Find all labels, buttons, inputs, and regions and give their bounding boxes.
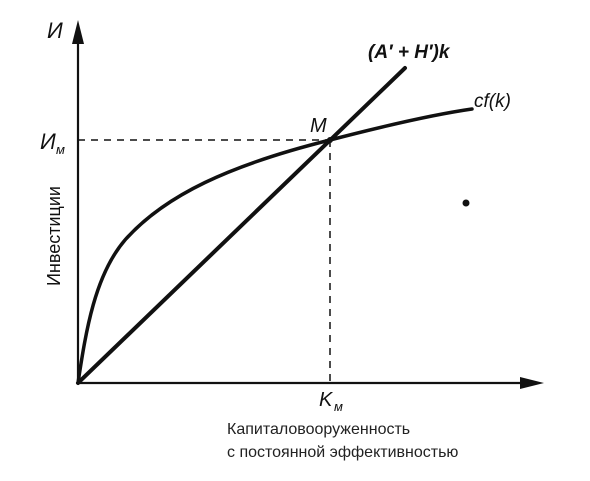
point-m-label: M: [310, 115, 327, 137]
stray-dot: [462, 199, 470, 207]
y-axis-symbol: И: [47, 18, 63, 43]
y-tick-label: И м: [40, 129, 65, 157]
line-a-plus-h-k: [76, 66, 407, 385]
y-axis-title: Инвестиции: [44, 186, 64, 286]
intersection-point-m: [327, 137, 333, 143]
y-tick-subscript: м: [56, 142, 65, 157]
y-axis-arrow: [72, 20, 84, 44]
x-axis-title-line1: Капиталовооруженность: [227, 421, 410, 438]
curve-label: cf(k): [474, 91, 511, 112]
x-tick-main: K: [319, 389, 334, 411]
x-tick-label: K м: [319, 389, 343, 414]
line-label: (A′ + H′)k: [368, 42, 451, 63]
x-axis-arrow: [520, 377, 544, 389]
y-tick-main: И: [40, 129, 56, 154]
x-tick-subscript: м: [334, 399, 343, 414]
x-axis-title-line2: с постоянной эффективностью: [227, 444, 458, 461]
curve-cf-k: [76, 107, 474, 385]
